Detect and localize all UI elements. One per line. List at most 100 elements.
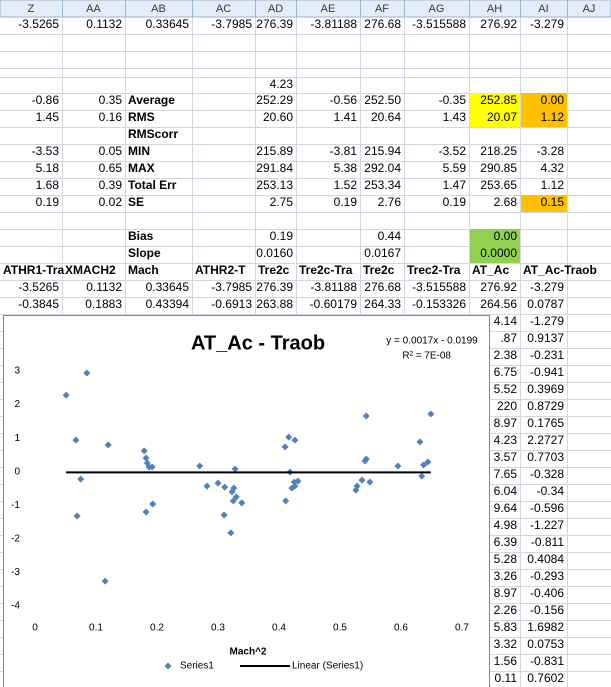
cell: -3.515588 [412,280,466,294]
cell: -3.7985 [211,280,252,294]
data-point [281,443,289,451]
cell: -3.81188 [311,17,358,31]
data-point [362,412,370,420]
cell: -3.515588 [412,17,466,31]
cell: -3.5265 [18,280,59,294]
cell: Bias [128,229,154,243]
data-point [104,441,112,449]
cell: ATHR2-T [195,263,246,277]
cell: 291.84 [256,161,293,175]
cell: 0.00 [541,93,565,107]
cell: -3.7985 [211,17,252,31]
legend-marker [164,662,172,670]
cell: -1.227 [530,518,564,532]
x-tick-label: 0.1 [89,623,103,634]
cell: 0.0167 [364,246,401,260]
cell: MIN [128,144,150,158]
cell: -0.60179 [310,297,358,311]
cell: Tre2c-Tra [299,263,353,277]
cell: 0.1765 [527,416,564,430]
cell: -0.231 [530,348,564,362]
cell: 5.38 [334,161,358,175]
cell: 276.92 [480,280,517,294]
cell: 20.64 [371,110,401,124]
cell: -0.34 [537,484,565,498]
cell: 276.39 [256,280,293,294]
cell: -3.81 [330,144,358,158]
cell: 253.13 [256,178,293,192]
cell: 0.0160 [256,246,293,260]
cell: 1.6982 [527,620,564,634]
cell: 1.45 [36,110,60,124]
cell: 0.4084 [527,552,564,566]
cell: 252.29 [256,93,293,107]
cell: 0.7602 [527,671,564,685]
y-tick-label: 3 [14,366,20,377]
cell: 6.04 [494,484,518,498]
data-point [142,454,150,462]
cell: 4.98 [494,518,518,532]
y-tick-label: -2 [11,533,20,544]
cell: 0.39 [99,178,123,192]
cell: 0.19 [334,195,358,209]
cell: RMS [128,110,155,124]
cell: Tre2c [363,263,395,277]
cell-highlight [521,110,567,127]
cell: 20.60 [263,110,293,124]
cell: Total Err [128,178,177,192]
cell: 4.23 [270,77,294,91]
cell: 0.19 [270,229,294,243]
cell: 0.43394 [146,297,190,311]
cell: .87 [500,331,517,345]
cell: 0.00 [494,229,518,243]
cell: 5.28 [494,552,518,566]
cell: 3.57 [494,450,518,464]
data-point [416,438,424,446]
data-point [62,391,70,399]
cell: 276.68 [364,280,401,294]
cell: 220 [497,399,517,413]
cell: 3.26 [494,569,518,583]
cell: -0.156 [530,603,564,617]
cell: 2.76 [378,195,402,209]
cell: 264.33 [364,297,401,311]
cell: -3.279 [530,17,564,31]
data-point [101,577,109,585]
cell: 0.19 [443,195,467,209]
cell: 5.59 [443,161,467,175]
cell: 4.32 [541,161,565,175]
cell: 0.44 [378,229,402,243]
cell: 6.39 [494,535,518,549]
cell: 8.97 [494,586,518,600]
cell: 215.89 [256,144,293,158]
cell-highlight [521,195,567,212]
data-point [424,458,432,466]
cell: 0.8729 [527,399,564,413]
cell: SE [128,195,144,209]
cell: Tre2c [258,263,290,277]
cell: -3.279 [530,280,564,294]
cell: 215.94 [364,144,401,158]
cell: 4.14 [494,314,518,328]
x-tick-label: 0.6 [394,623,408,634]
x-tick-label: 0.2 [150,623,164,634]
cell: 290.85 [480,161,517,175]
cell: 0.9137 [527,331,564,345]
y-tick-label: 1 [14,433,20,444]
data-point [77,475,85,483]
cell: 5.83 [494,620,518,634]
data-point [140,447,148,455]
cell: 9.64 [494,501,518,515]
cell: -0.35 [439,93,467,107]
cell: -0.328 [530,467,564,481]
x-tick-label: 0.3 [211,623,225,634]
data-point [72,436,80,444]
cell: ATHR1-Tra [3,263,64,277]
column-header-bar [0,0,611,18]
data-point [285,433,293,441]
column-header: AA [86,3,101,15]
column-header: AG [429,3,445,15]
x-tick-label: 0.4 [272,623,286,634]
cell: -3.5265 [18,17,59,31]
cell: -3.53 [32,144,60,158]
